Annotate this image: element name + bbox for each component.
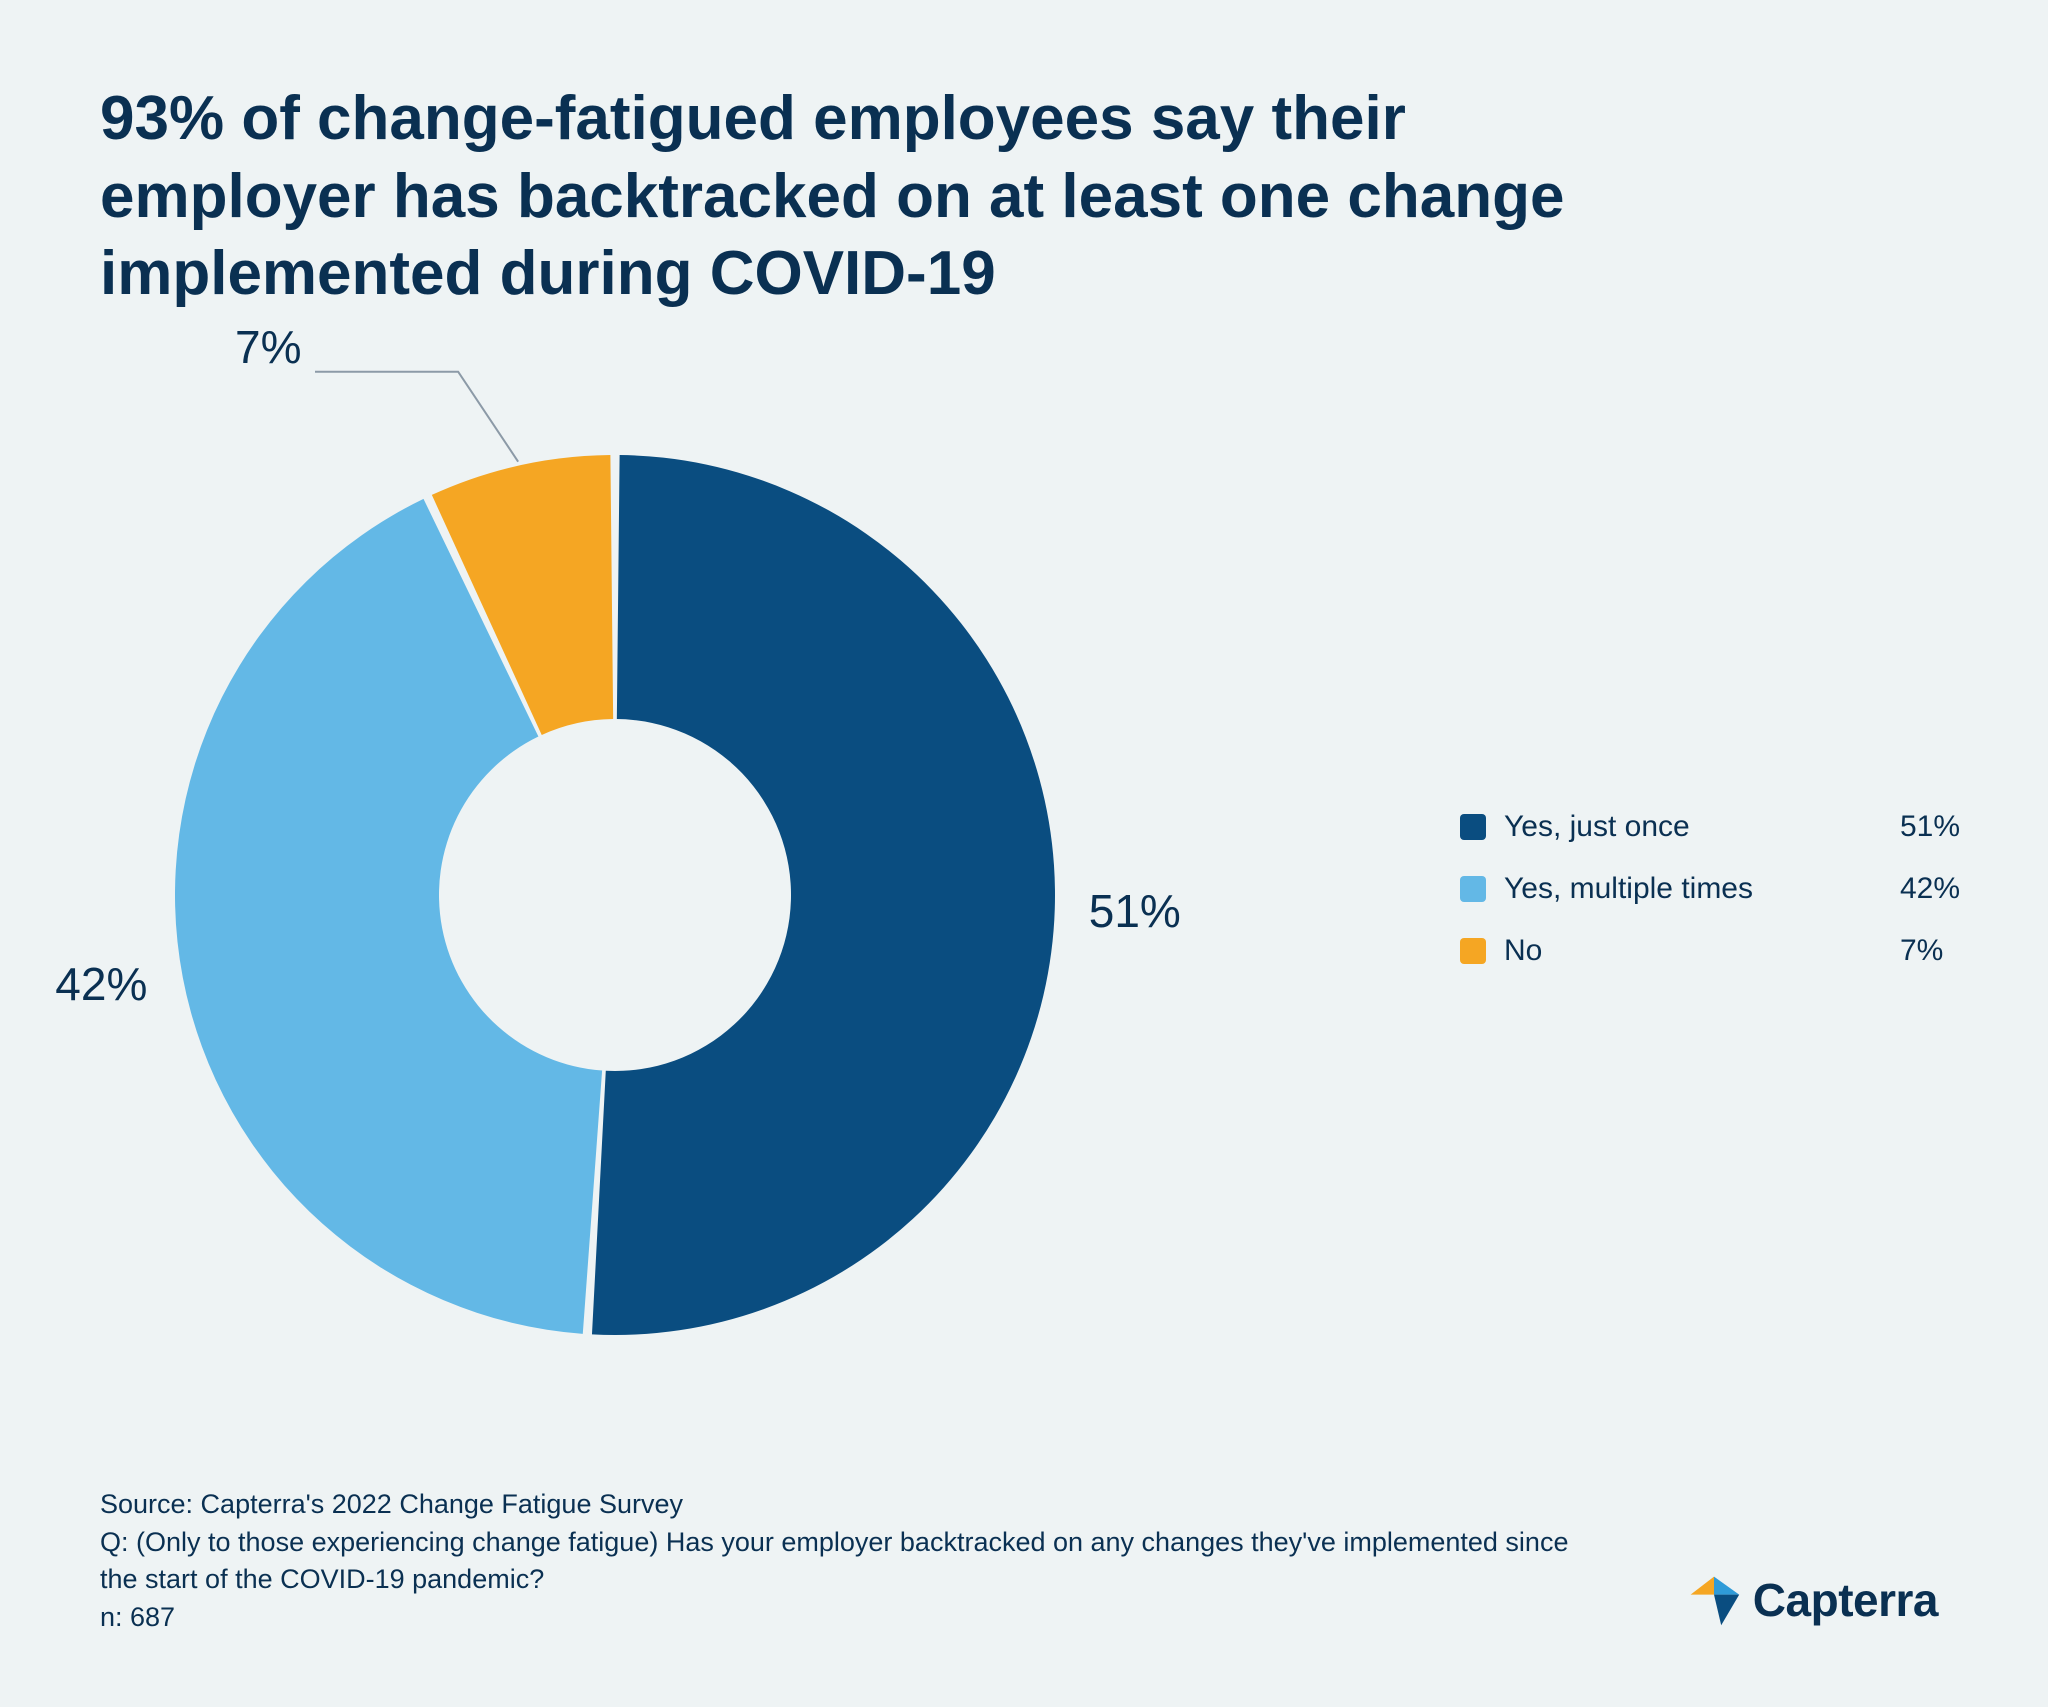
legend-value: 7% xyxy=(1900,934,1980,968)
footer-n: n: 687 xyxy=(100,1599,1600,1637)
legend-label: Yes, multiple times xyxy=(1504,872,1900,906)
slice-yes_once xyxy=(592,455,1055,1335)
legend-swatch xyxy=(1460,876,1486,902)
slice-label-yes-once: 51% xyxy=(1089,884,1181,938)
slice-label-yes-multiple: 42% xyxy=(55,957,147,1011)
legend-label: No xyxy=(1504,934,1900,968)
brand: Capterra xyxy=(1687,1573,1938,1627)
legend: Yes, just once 51% Yes, multiple times 4… xyxy=(1460,810,1980,996)
footer-source: Source: Capterra's 2022 Change Fatigue S… xyxy=(100,1486,1600,1524)
chart-title: 93% of change-fatigued employees say the… xyxy=(100,80,1600,313)
legend-item-no: No 7% xyxy=(1460,934,1980,968)
legend-swatch xyxy=(1460,938,1486,964)
legend-value: 51% xyxy=(1900,810,1980,844)
donut-svg xyxy=(165,445,1065,1345)
brand-name: Capterra xyxy=(1753,1573,1938,1627)
footer: Source: Capterra's 2022 Change Fatigue S… xyxy=(100,1486,1600,1637)
legend-swatch xyxy=(1460,814,1486,840)
legend-label: Yes, just once xyxy=(1504,810,1900,844)
legend-value: 42% xyxy=(1900,872,1980,906)
slice-label-no: 7% xyxy=(235,320,301,374)
capterra-logo-icon xyxy=(1687,1573,1741,1627)
footer-question: Q: (Only to those experiencing change fa… xyxy=(100,1524,1600,1600)
donut-chart: 51% 42% 7% xyxy=(165,445,1065,1345)
legend-item-yes-multiple: Yes, multiple times 42% xyxy=(1460,872,1980,906)
legend-item-yes-once: Yes, just once 51% xyxy=(1460,810,1980,844)
